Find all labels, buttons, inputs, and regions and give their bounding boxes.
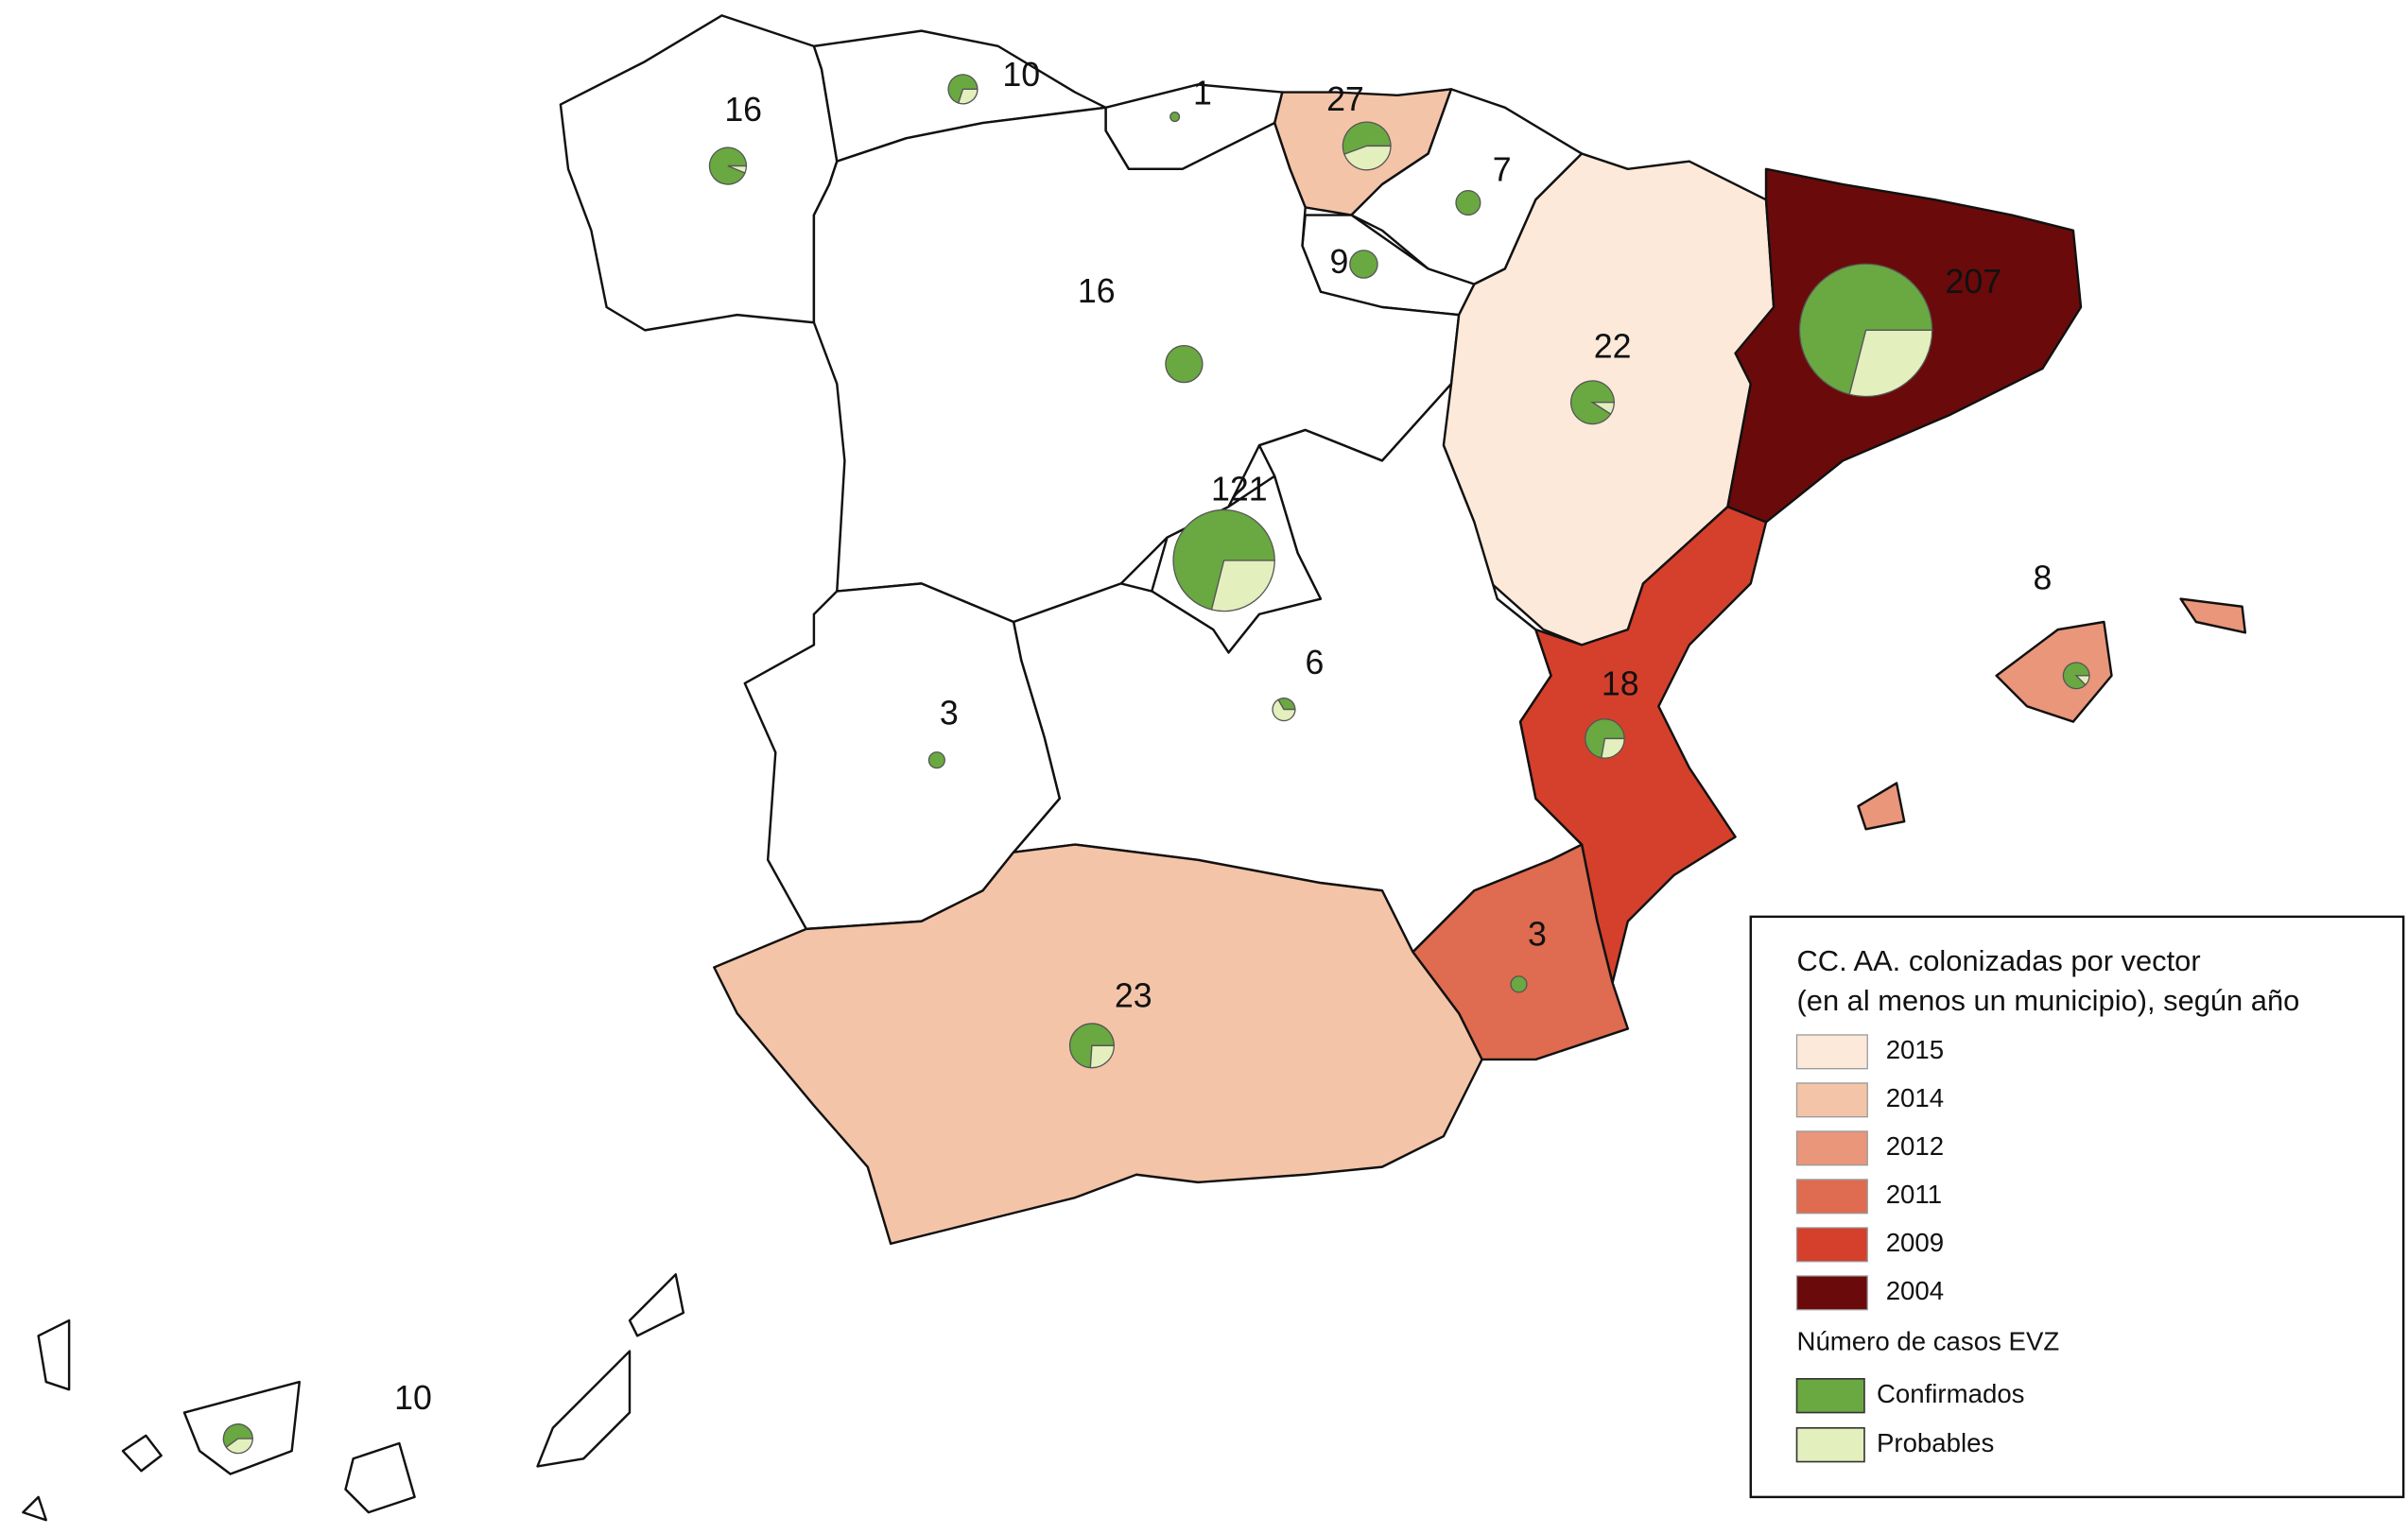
legend-label: 2015	[1886, 1035, 1944, 1064]
legend-label: 2014	[1886, 1083, 1944, 1112]
case-label: 23	[1115, 976, 1152, 1014]
regions	[22, 14, 2247, 1522]
case-label: 16	[724, 91, 762, 129]
legend-label: Confirmados	[1877, 1379, 2025, 1408]
pie-probable	[1089, 1044, 1115, 1069]
region	[559, 14, 839, 332]
pies: 16 10 1 27 7 9 16 22 207 121 6 3 18 3 23 8 10	[222, 56, 2090, 1455]
pie-probable	[1590, 402, 1615, 415]
legend-swatch	[1795, 1034, 1868, 1070]
legend-label: Probables	[1877, 1428, 1994, 1457]
pie-confirmed	[1510, 975, 1528, 993]
case-label: 3	[1528, 915, 1547, 953]
case-label: 22	[1594, 327, 1632, 365]
legend-swatch	[1795, 1082, 1868, 1118]
legend-swatch	[1795, 1426, 1865, 1463]
legend-label: 2004	[1886, 1276, 1944, 1305]
case-label: 27	[1326, 80, 1364, 118]
pie-probable	[1272, 698, 1296, 722]
pie-confirmed	[927, 751, 945, 769]
legend-title: (en al menos un municipio), según año	[1797, 984, 2300, 1017]
case-label: 6	[1306, 644, 1325, 681]
case-label: 16	[1078, 272, 1116, 310]
case-label: 10	[1002, 56, 1040, 94]
case-label: 3	[940, 695, 959, 733]
legend-cases-title: Número de casos EVZ	[1797, 1327, 2060, 1356]
pie-probable	[1848, 329, 1933, 398]
pie-confirmed	[1169, 112, 1181, 123]
legend-swatch	[1795, 1179, 1868, 1215]
legend-label: 2012	[1886, 1131, 1944, 1161]
legend-label: 2011	[1886, 1180, 1942, 1209]
pie-probable	[957, 88, 979, 105]
legend-swatch	[1795, 1130, 1868, 1166]
case-label: 121	[1211, 470, 1268, 508]
pie-probable	[1210, 560, 1275, 612]
pie-confirmed	[1798, 263, 1933, 396]
pie-confirmed	[222, 1423, 253, 1449]
region	[1857, 597, 2247, 831]
pie-confirmed	[1342, 121, 1392, 155]
region	[1412, 843, 1630, 1061]
case-label: 8	[2033, 560, 2052, 597]
pie-confirmed	[1455, 190, 1481, 216]
legend-swatch	[1795, 1227, 1868, 1263]
pie-confirmed	[1172, 508, 1275, 611]
case-label: 207	[1946, 263, 2002, 301]
pie-probable	[727, 164, 748, 174]
legend-title: CC. AA. colonizadas por vector	[1797, 944, 2201, 977]
pie-probable	[1601, 737, 1625, 759]
legend-label: 2009	[1886, 1228, 1944, 1257]
pie-probable	[225, 1438, 253, 1455]
case-label: 10	[394, 1379, 432, 1417]
case-label: 1	[1193, 74, 1212, 112]
case-label: 9	[1330, 243, 1349, 281]
pie-probable	[1343, 145, 1392, 171]
pie-confirmed	[1165, 344, 1204, 384]
legend-swatch	[1795, 1275, 1868, 1311]
case-label: 18	[1602, 665, 1639, 703]
pie-probable	[2074, 675, 2090, 686]
case-label: 7	[1493, 150, 1512, 188]
pie-confirmed	[1349, 250, 1378, 279]
region	[22, 1273, 685, 1522]
legend-swatch	[1795, 1377, 1865, 1414]
